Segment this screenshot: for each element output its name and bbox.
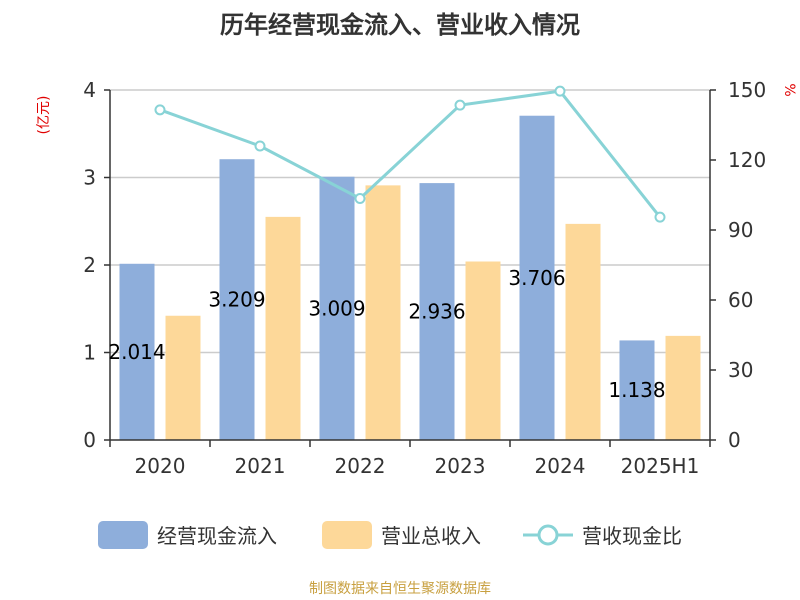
- legend: 经营现金流入 营业总收入 营收现金比: [98, 521, 682, 549]
- ratio-point: [154, 104, 166, 116]
- y-right-tick-label: 0: [728, 428, 741, 452]
- grid-lines: [110, 89, 710, 354]
- bar-cash-inflow: [419, 183, 455, 440]
- data-label-cash-inflow: 1.138: [608, 378, 665, 402]
- bar-revenue: [565, 223, 601, 440]
- bars: [119, 115, 701, 440]
- y-right-tick-label: 90: [728, 218, 753, 242]
- axes: 0 1 2 3 4 0 30 60 90 120 150 2020 2021 2022 2023 2024 20…: [83, 78, 766, 478]
- x-tick-label: 2021: [235, 454, 286, 478]
- y-right-tick-label: 30: [728, 358, 753, 382]
- bar-revenue: [465, 261, 501, 440]
- legend-swatch-cash-inflow: [98, 521, 148, 549]
- ratio-point: [354, 193, 366, 204]
- legend-label-cash-inflow: 经营现金流入: [157, 524, 277, 548]
- x-tick-label: 2023: [435, 454, 486, 478]
- y-left-unit: (亿元): [36, 96, 52, 135]
- bar-cash-inflow: [219, 159, 255, 440]
- data-label-cash-inflow: 3.009: [308, 296, 365, 320]
- legend-marker-ratio: [537, 524, 559, 546]
- bar-revenue: [665, 335, 701, 440]
- source-note: 制图数据来自恒生聚源数据库: [309, 581, 491, 597]
- data-labels: 2.014 3.209 3.009 2.936 3.706 1.138: [108, 266, 665, 402]
- x-tick-label: 2020: [135, 454, 186, 478]
- y-right-unit: %: [781, 83, 797, 96]
- bar-revenue: [165, 315, 201, 440]
- y-left-tick-label: 0: [83, 428, 96, 452]
- y-left-tick-label: 3: [83, 166, 96, 190]
- legend-swatch-revenue: [322, 521, 372, 549]
- bar-cash-inflow: [119, 263, 155, 440]
- bar-cash-inflow: [319, 176, 355, 440]
- ratio-point: [254, 140, 266, 152]
- ratio-point: [554, 85, 566, 97]
- y-right-tick-label: 150: [728, 78, 766, 102]
- data-label-cash-inflow: 3.209: [208, 288, 265, 312]
- x-tick-label: 2025H1: [621, 454, 700, 478]
- y-left-tick-label: 1: [83, 341, 96, 365]
- legend-label-revenue: 营业总收入: [381, 524, 481, 548]
- x-tick-label: 2024: [535, 454, 586, 478]
- bar-revenue: [265, 216, 301, 440]
- y-right-tick-label: 60: [728, 288, 753, 312]
- ratio-line: [154, 85, 666, 223]
- y-left-tick-label: 4: [83, 78, 96, 102]
- chart-title: 历年经营现金流入、营业收入情况: [220, 11, 580, 39]
- bar-cash-inflow: [519, 115, 555, 440]
- bar-cash-inflow: [619, 340, 655, 440]
- x-tick-label: 2022: [335, 454, 386, 478]
- ratio-point: [454, 99, 466, 111]
- data-label-cash-inflow: 2.936: [408, 300, 465, 324]
- data-label-cash-inflow: 2.014: [108, 340, 165, 364]
- y-left-tick-label: 2: [83, 253, 96, 277]
- legend-label-ratio: 营收现金比: [582, 524, 682, 548]
- ratio-line-path: [159, 89, 662, 219]
- bar-revenue: [365, 185, 401, 440]
- data-label-cash-inflow: 3.706: [508, 266, 565, 290]
- y-right-tick-label: 120: [728, 148, 766, 172]
- ratio-point: [654, 211, 666, 223]
